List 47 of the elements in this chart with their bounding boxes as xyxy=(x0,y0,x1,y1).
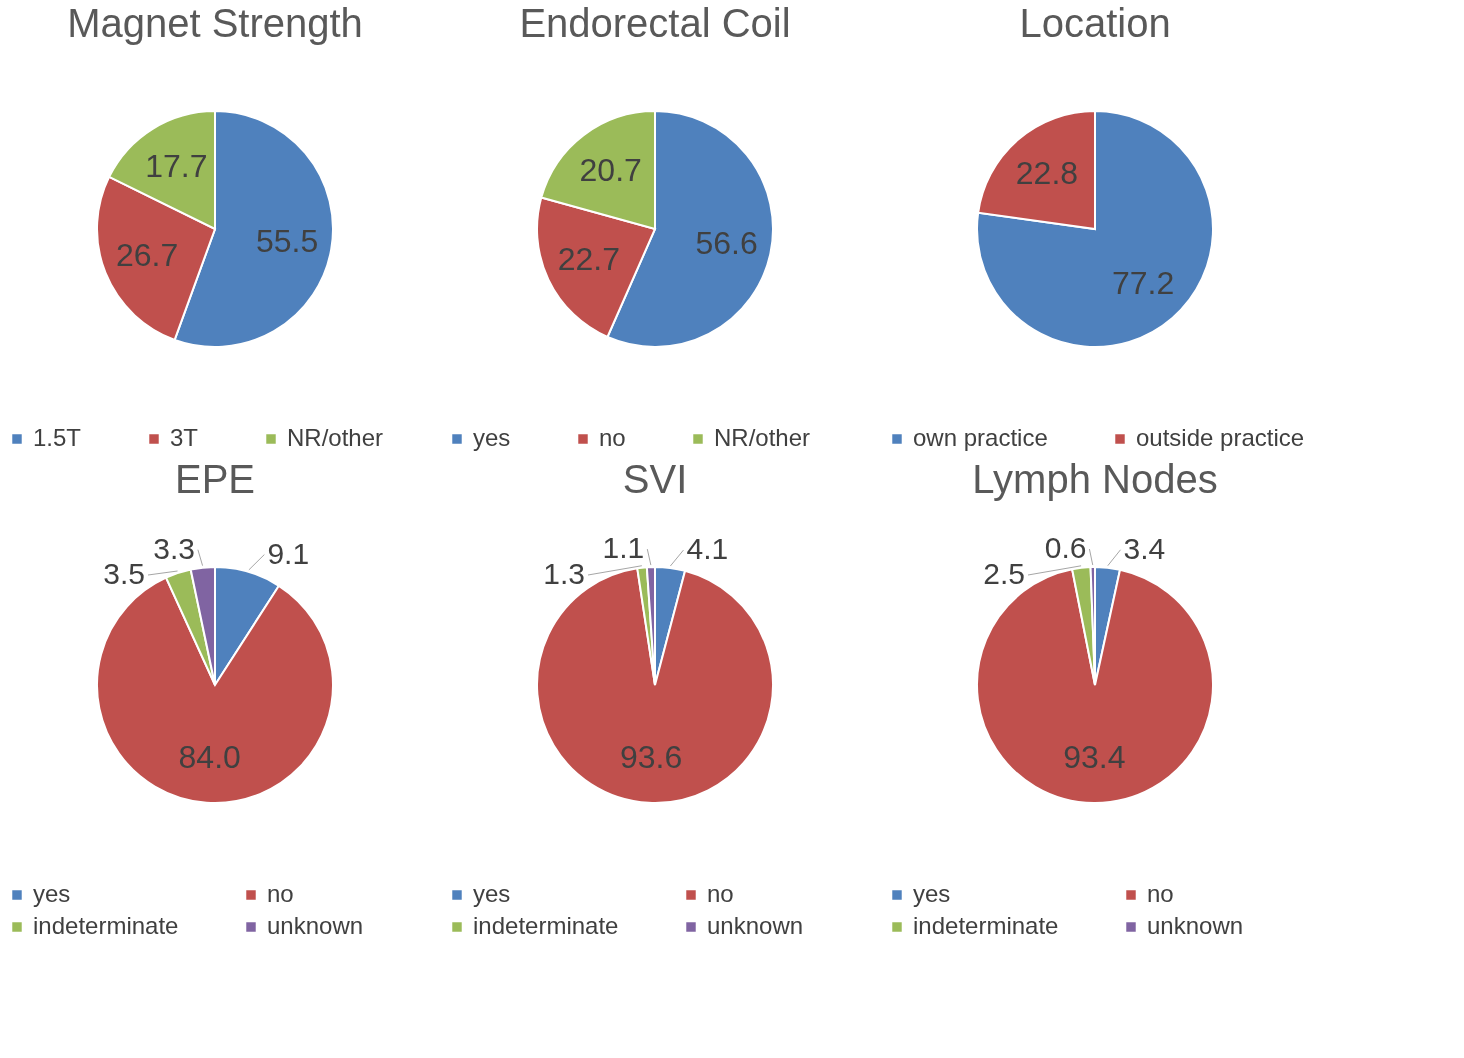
chart-title: SVI xyxy=(622,457,688,501)
legend-label: yes xyxy=(473,424,511,451)
data-label: 22.7 xyxy=(557,241,621,278)
legend-label: indeterminate xyxy=(913,912,1059,939)
chart-title: Endorectal Coil xyxy=(519,1,791,45)
chart-title: Lymph Nodes xyxy=(972,457,1218,501)
data-label: 26.7 xyxy=(115,237,179,274)
data-label: 1.3 xyxy=(543,557,585,590)
data-label: 77.2 xyxy=(1111,265,1175,302)
data-label: 2.5 xyxy=(983,557,1025,590)
data-label: 84.0 xyxy=(178,738,241,775)
pie-slice xyxy=(976,110,1214,348)
legend-label: NR/other xyxy=(714,424,811,451)
legend-label: no xyxy=(707,880,734,907)
data-label: 93.4 xyxy=(1063,739,1126,776)
data-label: 3.5 xyxy=(103,557,145,590)
legend-label: indeterminate xyxy=(33,912,179,939)
legend-label: unknown xyxy=(1147,912,1244,939)
chart-title: Magnet Strength xyxy=(67,1,363,45)
legend-label: no xyxy=(1147,880,1174,907)
legend-label: own practice xyxy=(913,424,1048,451)
data-label: 20.7 xyxy=(579,151,642,188)
legend-label: indeterminate xyxy=(473,912,619,939)
legend-label: unknown xyxy=(267,912,364,939)
data-label: 56.6 xyxy=(695,225,758,262)
data-label: 55.5 xyxy=(255,222,319,259)
data-label: 3.3 xyxy=(153,531,195,565)
legend-label: yes xyxy=(473,880,511,907)
data-label: 9.1 xyxy=(267,536,310,570)
legend-label: NR/other xyxy=(287,424,384,451)
data-label: 93.6 xyxy=(619,739,683,776)
legend-label: no xyxy=(267,880,294,907)
data-label: 17.7 xyxy=(145,147,208,184)
legend-label: yes xyxy=(913,880,951,907)
legend-label: outside practice xyxy=(1136,424,1305,451)
data-label: 4.1 xyxy=(686,532,729,566)
data-label: 1.1 xyxy=(602,531,645,565)
chart-title: EPE xyxy=(174,457,256,501)
legend-label: 1.5T xyxy=(33,424,82,451)
data-label: 22.8 xyxy=(1015,154,1079,191)
data-label: 3.4 xyxy=(1123,531,1166,565)
data-label: 0.6 xyxy=(1044,531,1087,565)
chart-title: Location xyxy=(1019,1,1171,45)
legend-label: 3T xyxy=(170,424,199,451)
legend-label: no xyxy=(599,424,626,451)
legend-label: unknown xyxy=(707,912,804,939)
legend-label: yes xyxy=(33,880,71,907)
